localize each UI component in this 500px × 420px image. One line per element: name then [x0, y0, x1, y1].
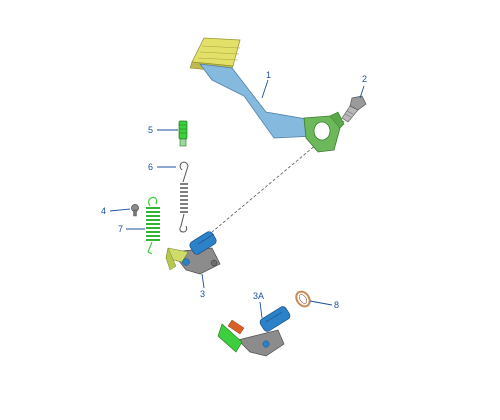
callout-1: 1 — [266, 70, 271, 80]
part-6-return-spring — [179, 161, 189, 233]
callout-7: 7 — [118, 224, 123, 234]
leader-2 — [359, 85, 365, 99]
leader-4 — [109, 208, 131, 212]
leader-8 — [309, 300, 333, 306]
callout-4: 4 — [101, 206, 106, 216]
assembly-axis-line — [211, 117, 349, 233]
part-4-screw — [131, 204, 139, 217]
part-8-o-ring — [295, 290, 311, 308]
part-7-green-spring — [146, 196, 160, 255]
part-5-stud — [178, 120, 188, 147]
callout-8: 8 — [334, 300, 339, 310]
part-3a-shift-shaft-variant — [217, 306, 291, 357]
part-3-shift-shaft — [165, 231, 221, 275]
leader-3a — [259, 301, 263, 319]
leader-1 — [261, 79, 269, 99]
callout-5: 5 — [148, 125, 153, 135]
callout-2: 2 — [362, 74, 367, 84]
callout-3: 3 — [200, 289, 205, 299]
callout-3a: 3A — [253, 291, 264, 301]
part-2-bolt — [341, 95, 367, 123]
part-1-gear-pedal — [189, 37, 345, 153]
callout-6: 6 — [148, 162, 153, 172]
leader-3 — [201, 273, 205, 289]
